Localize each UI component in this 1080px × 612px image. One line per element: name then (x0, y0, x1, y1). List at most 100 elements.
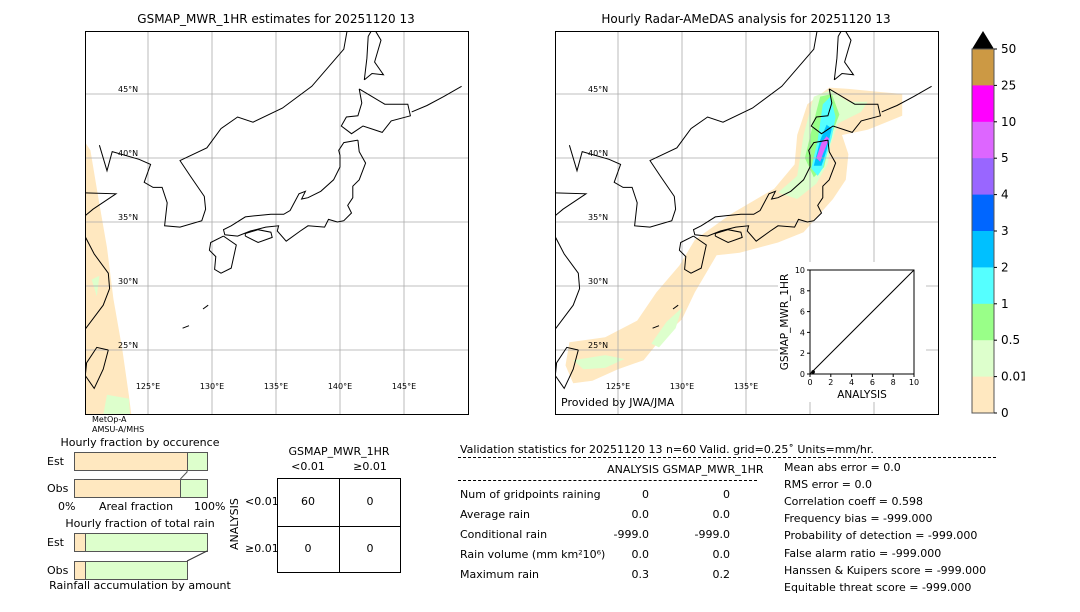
map-frame (85, 31, 469, 415)
coastline-hokkaido (810, 88, 881, 135)
lat-label: 45°N (588, 85, 608, 94)
right-map: 45°N 40°N 35°N 30°N 25°N 125°E 130°E 135°E (555, 31, 939, 415)
colorbar-label: 0.5 (1001, 333, 1020, 347)
lat-label: 30°N (588, 277, 608, 286)
stats-header-divider (458, 480, 757, 481)
occ-xtick-right: 100% (194, 500, 226, 513)
scatter-xlabel: ANALYSIS (837, 389, 887, 401)
scatter-ytick: 6 (800, 308, 805, 317)
colorbar-segment (972, 194, 994, 232)
coastline-amami (202, 304, 209, 310)
colorbar-label: 3 (1001, 224, 1009, 238)
occ-bars-est-seg1 (187, 452, 208, 471)
scatter-ytick: 4 (800, 328, 805, 337)
coastline-honshu (222, 139, 367, 242)
lon-label: 140°E (328, 382, 352, 391)
colorbar-label: 0 (1001, 406, 1009, 420)
sensor-instrument: AMSU-A/MHS (92, 425, 145, 434)
rain-area (573, 355, 625, 370)
rain-bars-obs-seg1 (84, 561, 189, 580)
coastline-kurils (411, 85, 462, 113)
coastline-shikoku (714, 229, 743, 244)
sensor-name: MetOp-A (92, 415, 127, 424)
rain-area (651, 307, 682, 348)
coastline-korea (98, 31, 348, 228)
lon-label: 145°E (392, 382, 416, 391)
coastline-sakhalin (833, 31, 855, 81)
cell-hit: 0 (366, 542, 374, 555)
col-header-ge: ≥0.01 (353, 460, 387, 473)
stats-row-gsmap: 0 (723, 488, 730, 501)
stats-row-gsmap: -999.0 (694, 528, 730, 541)
totalrain-caption: Rainfall accumulation by amount (49, 579, 231, 592)
coastline-hokkaido (340, 88, 411, 135)
colorbar-segment (972, 303, 994, 341)
coastline-kyushu (678, 235, 707, 274)
left-map: 45°N 40°N 35°N 30°N 25°N 125°E 130°E 135°E 140°E… (85, 31, 469, 415)
lat-label: 25°N (118, 341, 138, 350)
stats-col-gsmap: GSMAP_MWR_1HR (662, 463, 764, 476)
cell-hit-none: 60 (301, 495, 315, 508)
colorbar-segment (972, 85, 994, 123)
stats-row-analysis: -999.0 (613, 528, 649, 541)
score-line: False alarm ratio = -999.000 (784, 546, 942, 560)
lon-label: 135°E (264, 382, 288, 391)
colorbar-segment (972, 231, 994, 268)
lat-label: 25°N (588, 341, 608, 350)
rain-bars-est-seg1 (84, 533, 208, 552)
coastline-shikoku (244, 229, 273, 244)
score-line: Frequency bias = -999.000 (784, 512, 933, 526)
scatter-frame (809, 269, 915, 375)
coastline-sakhalin (363, 31, 385, 81)
rain-area (103, 394, 131, 415)
stats-row-analysis: 0 (642, 488, 649, 501)
coastline-china (555, 192, 588, 331)
scatter-ytick: 8 (800, 287, 805, 296)
lon-label: 130°E (200, 382, 224, 391)
coastline-honshu (692, 139, 837, 242)
score-line: Probability of detection = -999.000 (784, 529, 978, 543)
scatter-xtick: 10 (909, 378, 919, 387)
right-map-title: Hourly Radar-AMeDAS analysis for 2025112… (601, 12, 891, 26)
scatter-xtick: 6 (870, 378, 875, 387)
occurrence-title: Hourly fraction by occurence (60, 436, 220, 449)
stats-row-analysis: 0.3 (631, 568, 650, 581)
occ-xlabel: Areal fraction (98, 500, 174, 513)
colorbar-label: 50 (1001, 42, 1016, 56)
colorbar-segment (972, 267, 994, 305)
col-header-lt: <0.01 (291, 460, 325, 473)
coastline-ryukyu (182, 325, 190, 329)
lat-label: 45°N (118, 85, 138, 94)
colorbar-label: 25 (1001, 78, 1016, 92)
scatter-inset: 0 2 4 6 8 10 0 2 4 6 8 10 ANALYSIS GSMAP_MWR_1HR (778, 262, 926, 402)
stats-row-gsmap: 0.0 (712, 548, 731, 561)
scatter-xtick: 0 (807, 378, 812, 387)
scatter-xtick: 2 (828, 378, 833, 387)
rain-connector (186, 550, 208, 562)
stats-col-analysis: ANALYSIS (607, 463, 659, 476)
score-line: RMS error = 0.0 (784, 478, 872, 492)
colorbar-extend-arrow (972, 31, 994, 49)
stats-row-gsmap: 0.0 (712, 508, 731, 521)
contingency-title: GSMAP_MWR_1HR (288, 445, 390, 458)
score-line: Mean abs error = 0.0 (784, 461, 901, 474)
colorbar-segment (972, 376, 994, 414)
lat-label: 40°N (588, 149, 608, 158)
coastline-china (85, 192, 118, 331)
occ-est-label: Est (47, 455, 64, 468)
occ-bars-obs-seg1 (180, 479, 208, 498)
stats-row-label: Maximum rain (460, 568, 539, 581)
scatter-ylabel: GSMAP_MWR_1HR (779, 274, 791, 370)
stats-row-analysis: 0.0 (631, 508, 650, 521)
totalrain-title: Hourly fraction of total rain (65, 517, 215, 530)
lon-label: 130°E (670, 382, 694, 391)
colorbar-label: 4 (1001, 188, 1009, 202)
lon-label: 135°E (734, 382, 758, 391)
scatter-ytick: 2 (800, 349, 805, 358)
coastline-ryukyu (652, 325, 660, 329)
coastline-amami (672, 304, 679, 310)
occ-connector (180, 470, 188, 480)
colorbar-label: 10 (1001, 115, 1016, 129)
colorbar-segment (972, 121, 994, 159)
colorbar-label: 2 (1001, 260, 1009, 274)
